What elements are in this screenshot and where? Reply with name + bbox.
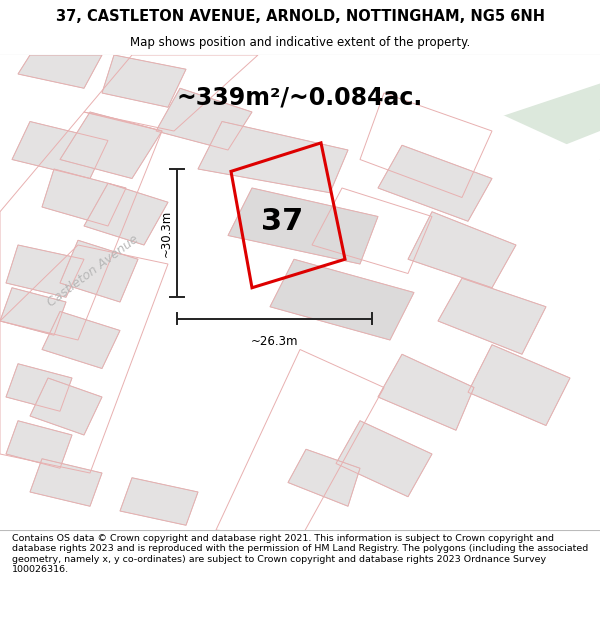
Polygon shape bbox=[438, 278, 546, 354]
Polygon shape bbox=[270, 283, 600, 444]
Text: Map shows position and indicative extent of the property.: Map shows position and indicative extent… bbox=[130, 36, 470, 49]
Polygon shape bbox=[120, 478, 198, 525]
Polygon shape bbox=[6, 245, 84, 298]
Polygon shape bbox=[342, 55, 600, 159]
Polygon shape bbox=[102, 55, 186, 108]
Polygon shape bbox=[312, 131, 600, 259]
Polygon shape bbox=[6, 364, 72, 411]
Polygon shape bbox=[378, 354, 474, 430]
Polygon shape bbox=[468, 345, 570, 426]
Polygon shape bbox=[336, 421, 432, 497]
Polygon shape bbox=[0, 112, 312, 250]
Polygon shape bbox=[30, 378, 102, 435]
Polygon shape bbox=[408, 212, 516, 288]
Polygon shape bbox=[198, 121, 348, 192]
Text: 37, CASTLETON AVENUE, ARNOLD, NOTTINGHAM, NG5 6NH: 37, CASTLETON AVENUE, ARNOLD, NOTTINGHAM… bbox=[56, 9, 545, 24]
Polygon shape bbox=[378, 145, 492, 221]
Text: ~30.3m: ~30.3m bbox=[160, 209, 173, 257]
Text: 37: 37 bbox=[261, 207, 303, 236]
Text: Contains OS data © Crown copyright and database right 2021. This information is : Contains OS data © Crown copyright and d… bbox=[12, 534, 588, 574]
Polygon shape bbox=[270, 259, 414, 340]
Text: ~26.3m: ~26.3m bbox=[251, 335, 298, 348]
Polygon shape bbox=[60, 112, 162, 179]
Polygon shape bbox=[0, 288, 66, 335]
Polygon shape bbox=[228, 188, 378, 264]
Polygon shape bbox=[6, 421, 72, 468]
Polygon shape bbox=[42, 311, 120, 369]
Polygon shape bbox=[0, 473, 216, 530]
Polygon shape bbox=[288, 449, 360, 506]
Polygon shape bbox=[42, 169, 126, 226]
Polygon shape bbox=[84, 183, 168, 245]
Polygon shape bbox=[294, 212, 600, 349]
Polygon shape bbox=[30, 459, 102, 506]
Text: Castleton Avenue: Castleton Avenue bbox=[45, 232, 141, 309]
Polygon shape bbox=[0, 226, 330, 378]
Polygon shape bbox=[12, 121, 108, 179]
Polygon shape bbox=[240, 364, 600, 535]
Polygon shape bbox=[108, 55, 360, 141]
Polygon shape bbox=[18, 55, 102, 88]
Polygon shape bbox=[372, 55, 600, 159]
Text: ~339m²/~0.084ac.: ~339m²/~0.084ac. bbox=[177, 86, 423, 110]
Polygon shape bbox=[156, 88, 252, 150]
Polygon shape bbox=[60, 240, 138, 302]
